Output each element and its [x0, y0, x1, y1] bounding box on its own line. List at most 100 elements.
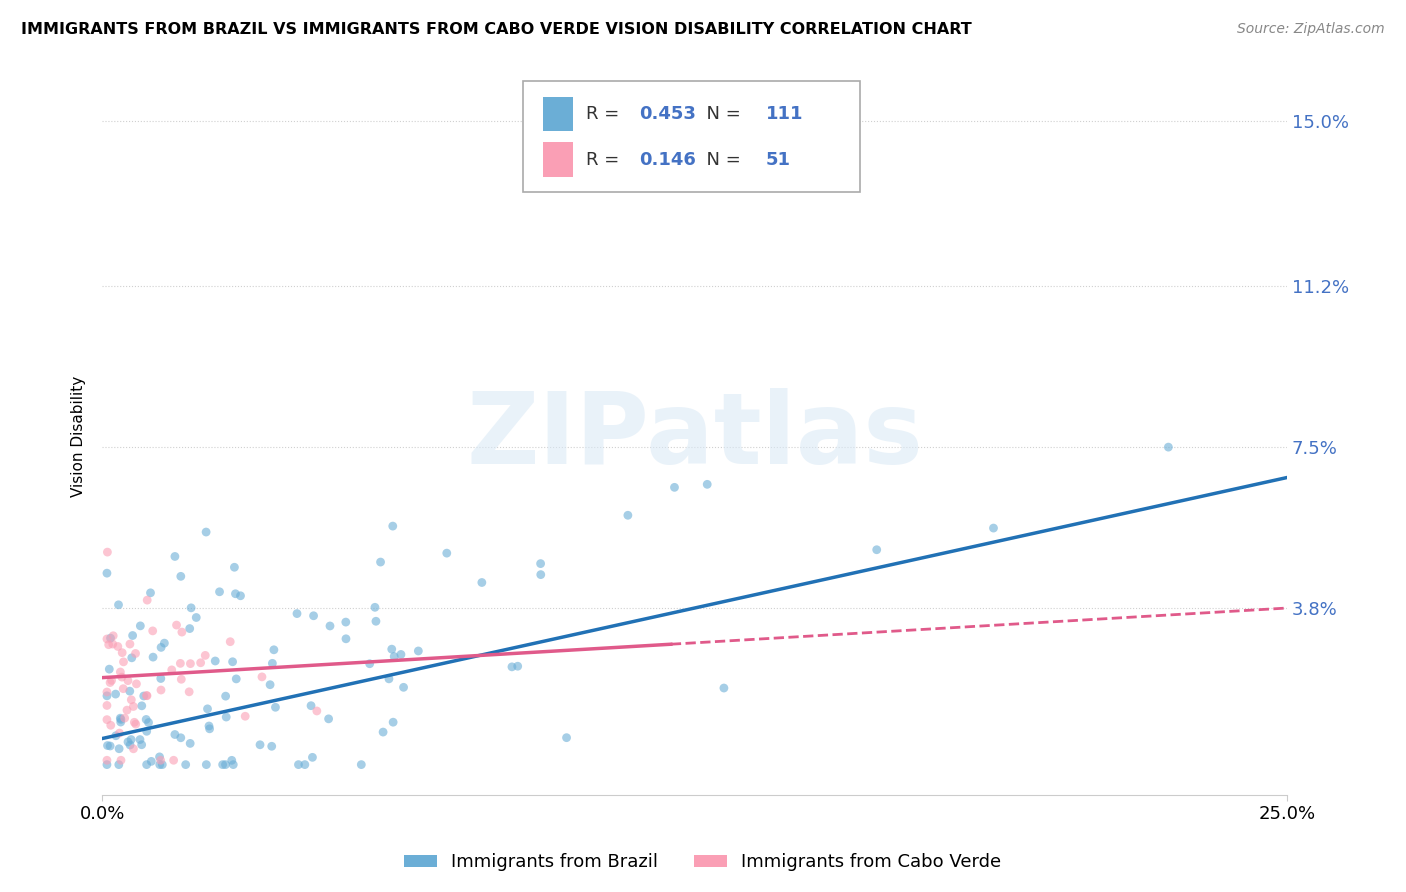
- Point: [131, 738, 153, 752]
- Point: [149, 753, 172, 767]
- Point: [617, 508, 640, 523]
- Point: [136, 593, 159, 607]
- Point: [225, 672, 247, 686]
- Point: [197, 702, 219, 716]
- Point: [129, 619, 152, 633]
- Point: [359, 657, 381, 671]
- Point: [294, 757, 316, 772]
- Point: [983, 521, 1005, 535]
- Point: [259, 678, 281, 692]
- Point: [110, 714, 132, 729]
- Point: [371, 725, 394, 739]
- Point: [110, 713, 132, 727]
- Point: [221, 753, 243, 767]
- Point: [101, 637, 124, 651]
- Point: [107, 598, 129, 612]
- Point: [263, 642, 285, 657]
- Point: [335, 632, 357, 646]
- Legend: Immigrants from Brazil, Immigrants from Cabo Verde: Immigrants from Brazil, Immigrants from …: [398, 847, 1008, 879]
- Point: [233, 709, 256, 723]
- Point: [110, 753, 132, 767]
- Text: ZIPatlas: ZIPatlas: [465, 388, 922, 484]
- Point: [214, 689, 236, 703]
- Point: [150, 640, 173, 655]
- Point: [260, 739, 283, 754]
- Point: [262, 657, 284, 671]
- Point: [381, 519, 404, 533]
- Point: [285, 607, 308, 621]
- Point: [195, 524, 218, 539]
- Point: [148, 750, 170, 764]
- Text: N =: N =: [695, 151, 747, 169]
- Point: [170, 673, 193, 687]
- Point: [408, 644, 430, 658]
- Point: [186, 610, 208, 624]
- Point: [118, 637, 141, 651]
- Point: [1157, 440, 1180, 454]
- Point: [98, 675, 121, 690]
- Point: [111, 670, 134, 684]
- Point: [124, 647, 146, 661]
- Point: [301, 750, 323, 764]
- Point: [150, 757, 173, 772]
- Point: [335, 615, 357, 629]
- Point: [170, 569, 193, 583]
- Point: [142, 650, 165, 665]
- Point: [141, 755, 163, 769]
- Text: 51: 51: [766, 151, 790, 169]
- Point: [195, 757, 218, 772]
- Point: [170, 731, 193, 745]
- Point: [108, 741, 131, 756]
- Point: [319, 619, 342, 633]
- Point: [224, 587, 246, 601]
- Point: [136, 689, 159, 703]
- Point: [122, 741, 145, 756]
- Point: [149, 672, 172, 686]
- Point: [100, 631, 122, 645]
- Text: 111: 111: [766, 104, 803, 123]
- Point: [392, 681, 415, 695]
- Point: [163, 727, 186, 741]
- Point: [139, 586, 162, 600]
- Point: [215, 710, 238, 724]
- Point: [287, 757, 309, 772]
- Point: [350, 757, 373, 772]
- Point: [107, 640, 129, 654]
- Point: [389, 648, 412, 662]
- Point: [117, 673, 139, 688]
- Point: [100, 673, 122, 688]
- Point: [224, 560, 246, 574]
- Point: [104, 729, 127, 743]
- Text: 0.453: 0.453: [638, 104, 696, 123]
- Point: [436, 546, 458, 560]
- Point: [299, 698, 322, 713]
- Point: [117, 735, 139, 749]
- Point: [162, 753, 184, 767]
- Point: [121, 650, 143, 665]
- Point: [179, 622, 201, 636]
- Point: [111, 646, 134, 660]
- Point: [190, 656, 212, 670]
- Point: [120, 738, 142, 752]
- Point: [163, 549, 186, 564]
- Point: [112, 681, 135, 696]
- Text: R =: R =: [585, 104, 624, 123]
- Text: Source: ZipAtlas.com: Source: ZipAtlas.com: [1237, 22, 1385, 37]
- Point: [382, 715, 405, 730]
- Point: [370, 555, 392, 569]
- Point: [153, 636, 176, 650]
- Point: [501, 660, 523, 674]
- Point: [135, 689, 157, 703]
- Point: [96, 698, 118, 713]
- Point: [249, 738, 271, 752]
- Point: [108, 726, 131, 740]
- Point: [96, 713, 118, 727]
- Point: [98, 662, 121, 676]
- Point: [160, 663, 183, 677]
- Point: [222, 757, 245, 772]
- Point: [506, 659, 529, 673]
- Point: [103, 629, 125, 643]
- Text: N =: N =: [695, 104, 747, 123]
- Point: [381, 642, 404, 657]
- Point: [530, 567, 553, 582]
